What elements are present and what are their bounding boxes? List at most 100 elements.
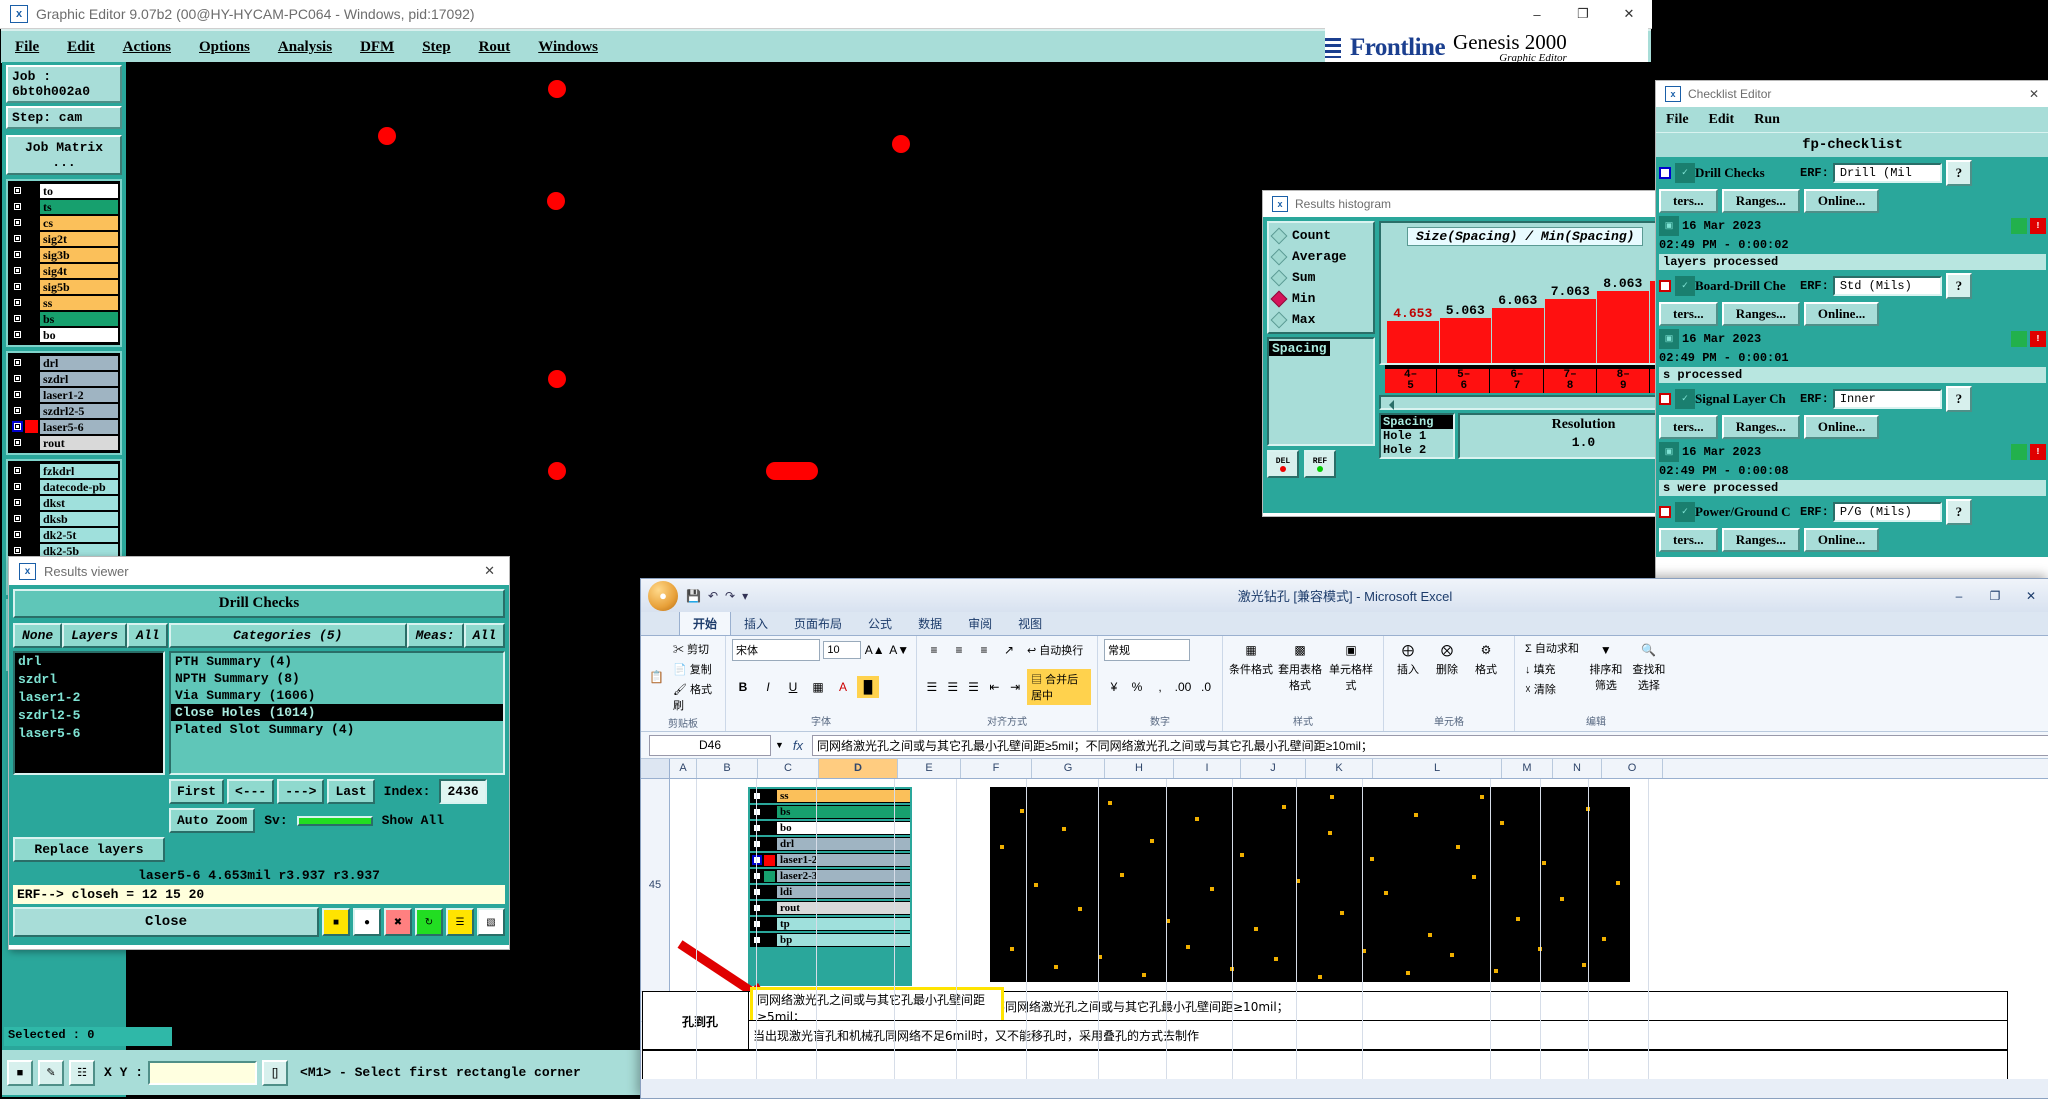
- layer-visibility-checkbox[interactable]: [12, 313, 23, 324]
- layer-color-swatch[interactable]: [25, 312, 38, 325]
- results-category-item[interactable]: Via Summary (1606): [175, 688, 316, 703]
- excel-column-header-A[interactable]: A: [670, 759, 697, 778]
- layer-color-swatch[interactable]: [25, 496, 38, 509]
- layer-row-ts[interactable]: ts: [10, 199, 118, 214]
- ranges-button[interactable]: Ranges...: [1721, 528, 1800, 552]
- resolution-value[interactable]: 1.0: [1571, 435, 1596, 450]
- layer-row-to[interactable]: to: [10, 183, 118, 198]
- layer-row-dk2-5t[interactable]: dk2-5t: [10, 527, 118, 542]
- excel-column-header-I[interactable]: I: [1174, 759, 1241, 778]
- decrease-font-size-icon[interactable]: A▼: [889, 643, 910, 657]
- histogram-bar[interactable]: 8.063: [1597, 276, 1649, 363]
- layer-row-dkst[interactable]: dkst: [10, 495, 118, 510]
- redo-icon[interactable]: ↷: [725, 588, 736, 603]
- online-button[interactable]: Online...: [1803, 528, 1880, 552]
- online-button[interactable]: Online...: [1803, 189, 1880, 213]
- align-center-icon[interactable]: ☰: [947, 680, 959, 694]
- layer-color-swatch[interactable]: [25, 184, 38, 197]
- checklist-check-row[interactable]: ✓ Power/Ground C ERF: P/G (Mils)?: [1659, 499, 2046, 525]
- stat-option-count[interactable]: Count: [1270, 225, 1371, 246]
- clear-button[interactable]: ☓ 清除: [1525, 684, 1556, 696]
- layer-row-sig2t[interactable]: sig2t: [10, 231, 118, 246]
- layer-visibility-checkbox[interactable]: [12, 185, 23, 196]
- record-icon[interactable]: ●: [353, 908, 381, 936]
- layer-color-swatch[interactable]: [25, 544, 38, 557]
- help-icon[interactable]: ?: [1945, 386, 1972, 412]
- layer-row-sig3b[interactable]: sig3b: [10, 247, 118, 262]
- layer-row-laser1-2[interactable]: laser1-2: [10, 387, 118, 402]
- layer-visibility-checkbox[interactable]: [12, 481, 23, 492]
- office-button-icon[interactable]: ●: [648, 580, 678, 611]
- second-rule-cell[interactable]: 当出现激光盲孔和机械孔同网络不足6mil时，又不能移孔时，采用叠孔的方式去制作: [748, 1020, 2008, 1051]
- increase-indent-icon[interactable]: ⇥: [1010, 680, 1021, 694]
- excel-tab-3[interactable]: 公式: [868, 617, 893, 631]
- auto-zoom-dropdown[interactable]: Auto Zoom: [169, 808, 256, 833]
- fail-indicator-icon[interactable]: !: [2030, 218, 2046, 234]
- erf-value-input[interactable]: Std (Mils): [1832, 276, 1942, 296]
- histogram-bar[interactable]: 4.653: [1387, 306, 1439, 363]
- results-viewer-close-action-button[interactable]: Close: [13, 907, 319, 937]
- checklist-check-row[interactable]: ✓ Signal Layer Ch ERF: Inner?: [1659, 386, 2046, 412]
- layer-visibility-checkbox[interactable]: [12, 405, 23, 416]
- layer-row-datecode-pb[interactable]: datecode-pb: [10, 479, 118, 494]
- layer-color-swatch[interactable]: [25, 436, 38, 449]
- excel-column-header-G[interactable]: G: [1032, 759, 1105, 778]
- layer-row-ss[interactable]: ss: [10, 295, 118, 310]
- layer-visibility-checkbox[interactable]: [12, 249, 23, 260]
- drill-marker[interactable]: [547, 192, 565, 210]
- histogram-bar[interactable]: 7.063: [1544, 284, 1596, 363]
- layer-row-rout[interactable]: rout: [10, 435, 118, 450]
- help-icon[interactable]: ?: [1945, 273, 1972, 299]
- layer-row-dk2-5b[interactable]: dk2-5b: [10, 543, 118, 558]
- layer-visibility-checkbox[interactable]: [12, 465, 23, 476]
- layer-color-swatch[interactable]: [25, 216, 38, 229]
- drill-marker[interactable]: [378, 127, 396, 145]
- results-layer-item[interactable]: szdrl: [15, 671, 163, 689]
- delete-button[interactable]: DEL: [1267, 450, 1299, 478]
- layer-color-swatch[interactable]: [25, 512, 38, 525]
- excel-cells-area[interactable]: ss bs bo drl laser1-2 laser2-3 ldi rout tp bp 孔到孔…: [642, 779, 2048, 1079]
- merge-center-button[interactable]: ▤ 合并后居中: [1027, 669, 1091, 705]
- layer-color-swatch[interactable]: [25, 296, 38, 309]
- layer-color-swatch[interactable]: [25, 200, 38, 213]
- layer-color-swatch[interactable]: [25, 372, 38, 385]
- layer-visibility-checkbox[interactable]: [12, 233, 23, 244]
- find-select-button[interactable]: 🔍 查找和选择: [1629, 639, 1669, 693]
- customize-qat-icon[interactable]: ▾: [742, 588, 749, 603]
- layer-color-swatch[interactable]: [25, 232, 38, 245]
- delete-cells-button[interactable]: ⨂ 删除: [1429, 639, 1465, 677]
- stat-option-sum[interactable]: Sum: [1270, 267, 1371, 288]
- percent-icon[interactable]: %: [1131, 680, 1143, 694]
- excel-tab-6[interactable]: 视图: [1018, 617, 1043, 631]
- decrease-indent-icon[interactable]: ⇤: [989, 680, 1000, 694]
- ranges-button[interactable]: Ranges...: [1721, 189, 1800, 213]
- insert-cells-button[interactable]: ⨁ 插入: [1390, 639, 1426, 677]
- excel-column-header-L[interactable]: L: [1373, 759, 1502, 778]
- excel-column-header-O[interactable]: O: [1602, 759, 1663, 778]
- menu-file[interactable]: File: [15, 38, 40, 55]
- layer-visibility-checkbox[interactable]: [12, 545, 23, 556]
- drill-marker[interactable]: [548, 462, 566, 480]
- align-middle-icon[interactable]: ≡: [955, 643, 963, 657]
- status-tool-3-icon[interactable]: ☷: [69, 1059, 95, 1086]
- layer-visibility-checkbox[interactable]: [12, 421, 23, 432]
- export-icon[interactable]: ☰: [446, 908, 474, 936]
- layer-color-swatch[interactable]: [25, 356, 38, 369]
- pass-indicator-icon[interactable]: [2011, 444, 2027, 460]
- excel-column-header-M[interactable]: M: [1502, 759, 1553, 778]
- menu-rout[interactable]: Rout: [478, 38, 511, 55]
- layer-visibility-checkbox[interactable]: [12, 265, 23, 276]
- status-tool-2-icon[interactable]: ✎: [38, 1059, 64, 1086]
- replace-layers-dropdown[interactable]: Replace layers: [13, 837, 165, 862]
- checklist-menu-run[interactable]: Run: [1754, 111, 1780, 127]
- results-category-item[interactable]: PTH Summary (4): [175, 654, 293, 669]
- erf-value-input[interactable]: P/G (Mils): [1832, 502, 1942, 522]
- scroll-left-arrow-icon[interactable]: [1384, 400, 1394, 410]
- sort-filter-button[interactable]: ▼ 排序和筛选: [1586, 639, 1626, 693]
- excel-minimize-button[interactable]: –: [1955, 588, 1963, 603]
- results-category-item[interactable]: Close Holes (1014): [171, 704, 503, 721]
- erf-value-input[interactable]: Drill (Mil: [1832, 163, 1942, 183]
- results-category-item[interactable]: Plated Slot Summary (4): [175, 722, 355, 737]
- layer-row-bs[interactable]: bs: [10, 311, 118, 326]
- copy-button[interactable]: 📄 复制: [672, 664, 712, 676]
